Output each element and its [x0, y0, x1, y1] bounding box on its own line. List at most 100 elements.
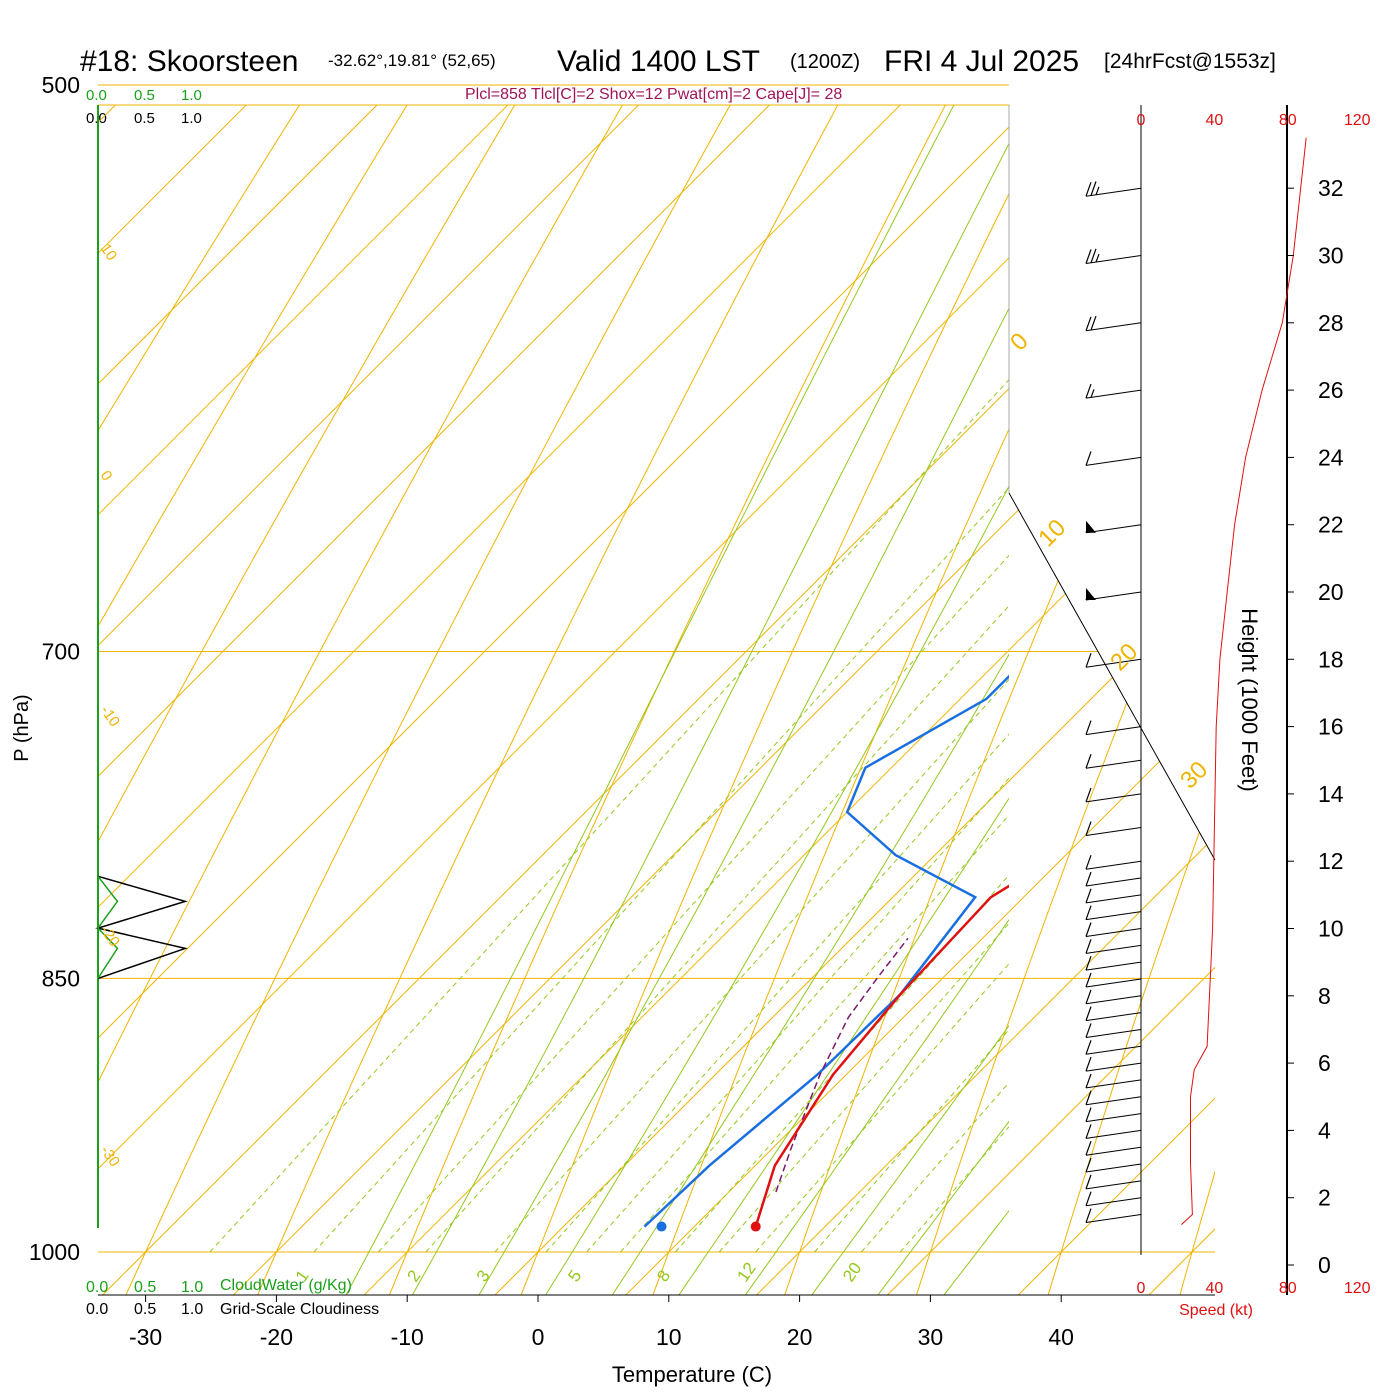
- speed-line: [1181, 137, 1307, 1225]
- height-axis-title: Height (1000 Feet): [1237, 608, 1262, 791]
- mixing-ratio-line: [545, 733, 1009, 1253]
- cloud-scale-top-black-2: 1.0: [181, 110, 202, 127]
- x-tick-label: 30: [918, 1324, 944, 1350]
- speed-axis-title: Speed (kt): [1179, 1302, 1253, 1319]
- isotherm: [717, 105, 1215, 1295]
- surface-dewpoint-dot: [656, 1221, 667, 1232]
- dry-adiabat: [240, 105, 1215, 1295]
- height-tick-label: 22: [1318, 512, 1344, 538]
- isobar-lines: [98, 84, 1215, 1253]
- moist-adiabat: [811, 1024, 1009, 1295]
- pressure-tick-label: 500: [42, 72, 80, 98]
- speed-tick-bottom: 40: [1206, 1280, 1224, 1297]
- wind-barb: [1085, 1040, 1142, 1055]
- cloud-scale-top-black-1: 0.5: [134, 110, 155, 127]
- speed-tick-top: 0: [1137, 112, 1146, 129]
- wind-barb: [1085, 854, 1142, 870]
- dry-adiabat-label: 10: [97, 241, 120, 264]
- moist-adiabat: [345, 105, 955, 1295]
- speed-tick-bottom: 80: [1279, 1280, 1297, 1297]
- mixing-ratio-line: [755, 963, 1009, 1253]
- mixing-ratio-lines: [209, 378, 1009, 1253]
- speed-tick-top: 40: [1206, 112, 1224, 129]
- wind-barb: [1085, 821, 1142, 837]
- cloud-scale-bottom-green-1: 0.5: [134, 1279, 156, 1296]
- mixing-ratio-line: [718, 922, 1009, 1253]
- zulu-time: (1200Z): [790, 51, 860, 73]
- cloudwater-label: CloudWater (g/Kg): [220, 1277, 352, 1294]
- cloud-scale-top-green-1: 0.5: [134, 87, 155, 104]
- isotherm: [98, 105, 1215, 1295]
- mixing-ratio-line: [814, 1028, 1009, 1253]
- speed-tick-top: 80: [1279, 112, 1297, 129]
- isotherm: [455, 105, 1215, 1295]
- wind-speed-profile: [1181, 137, 1307, 1225]
- wind-barb: [1085, 1208, 1142, 1224]
- dry-adiabat-label: 0: [97, 468, 116, 485]
- x-tick-label: 10: [656, 1324, 682, 1350]
- cloud-profile: [95, 875, 189, 980]
- wind-barb: [1085, 1174, 1142, 1190]
- speed-tick-top: 120: [1344, 112, 1371, 129]
- isotherm: [586, 105, 1215, 1295]
- valid-time: Valid 1400 LST: [557, 45, 760, 78]
- height-tick-label: 30: [1318, 243, 1344, 269]
- cloud-scale-bottom-black-2: 1.0: [181, 1301, 203, 1318]
- dry-adiabat: [1302, 0, 1400, 1334]
- speed-tick-bottom: 0: [1137, 1280, 1146, 1297]
- wind-barb: [1085, 888, 1142, 904]
- moist-adiabats: [345, 105, 1009, 1295]
- mixing-ratio-line: [494, 678, 1009, 1253]
- isotherm-label: 20: [1105, 638, 1143, 676]
- wind-barb: [1085, 939, 1142, 954]
- wind-barb: [1085, 248, 1142, 264]
- speed-tick-bottom: 120: [1344, 1280, 1371, 1297]
- dry-adiabat: [1036, 105, 1215, 1295]
- isotherm: [98, 105, 1215, 1295]
- forecast-date: FRI 4 Jul 2025: [884, 45, 1079, 78]
- height-tick-label: 28: [1318, 310, 1344, 336]
- dewpoint-line: [643, 674, 1009, 1228]
- wind-barb: [1085, 315, 1142, 332]
- mixing-ratio-label: 12: [733, 1259, 759, 1285]
- mixing-ratio-label: 3: [473, 1267, 494, 1286]
- y-axis-title: P (hPa): [11, 694, 33, 761]
- height-tick-label: 12: [1318, 848, 1344, 874]
- mixing-ratio-label: 2: [403, 1267, 424, 1286]
- x-tick-label: 40: [1048, 1324, 1074, 1350]
- forecast-run: [24hrFcst@1553z]: [1104, 50, 1276, 73]
- height-tick-label: 0: [1318, 1252, 1331, 1278]
- dry-adiabat: [98, 105, 1215, 1295]
- height-tick-label: 20: [1318, 579, 1344, 605]
- wind-barbs: [1085, 181, 1142, 1224]
- cloud-legend: 0.0 0.5 1.0 CloudWater (g/Kg) 0.0 0.5 1.…: [86, 1277, 379, 1318]
- mixing-ratio-line: [425, 604, 1009, 1253]
- wind-barb: [1085, 520, 1142, 534]
- wind-barb: [1085, 1157, 1142, 1173]
- wind-barb: [1085, 1107, 1142, 1123]
- wind-barb: [1085, 653, 1142, 668]
- dry-adiabat-label: -10: [97, 703, 123, 731]
- height-tick-label: 4: [1318, 1117, 1331, 1143]
- dry-adiabat: [505, 105, 1215, 1295]
- isotherm: [98, 105, 1215, 1295]
- wind-barb: [1085, 1023, 1142, 1038]
- dry-adiabat: [98, 105, 1215, 1295]
- station-coords: -32.62°,19.81° (52,65): [328, 51, 496, 70]
- wind-barb: [1085, 754, 1142, 769]
- pressure-tick-label: 1000: [29, 1239, 80, 1265]
- wind-barb: [1085, 787, 1142, 803]
- wind-barb: [1085, 955, 1142, 971]
- height-tick-label: 32: [1318, 175, 1344, 201]
- wind-barb: [1085, 1006, 1142, 1022]
- cloud-scale-top-black-0: 0.0: [86, 110, 107, 127]
- pressure-tick-label: 700: [42, 639, 80, 665]
- wind-barb: [1085, 720, 1142, 736]
- height-tick-label: 24: [1318, 444, 1344, 470]
- moist-adiabat: [744, 918, 1009, 1295]
- height-tick-label: 18: [1318, 646, 1344, 672]
- height-tick-label: 8: [1318, 983, 1331, 1009]
- mixing-ratio-label: 8: [653, 1267, 674, 1286]
